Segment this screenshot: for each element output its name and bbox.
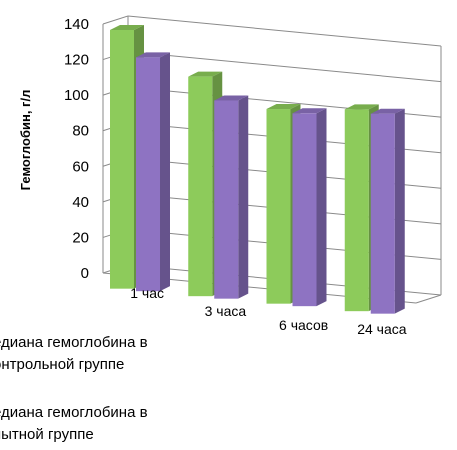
gridline-side — [102, 15, 129, 25]
bar — [188, 76, 213, 297]
bar — [136, 57, 160, 292]
y-tick-label: 120 — [64, 52, 89, 69]
legend-experimental-line1: едиана гемоглобина в — [0, 404, 148, 421]
bar-top — [188, 71, 223, 77]
bar — [344, 109, 369, 312]
gridline — [127, 15, 442, 47]
category-label: 3 часа — [205, 303, 247, 319]
y-tick-label: 100 — [64, 87, 89, 104]
bar-top — [136, 52, 170, 58]
gridline — [127, 51, 442, 83]
category-labels: 1 час 3 часа 6 часов 24 часа — [130, 285, 407, 337]
legend-control-line1: едиана гемоглобина в — [0, 334, 148, 351]
bar — [370, 113, 395, 314]
category-label: 1 час — [130, 285, 164, 301]
bar-side — [160, 52, 170, 292]
bar — [266, 109, 291, 304]
bar-top — [370, 108, 405, 114]
category-label: 24 часа — [357, 321, 407, 337]
bar-side — [394, 108, 405, 314]
bar-top — [344, 104, 379, 110]
y-tick-label: 0 — [81, 265, 89, 282]
y-tick-label: 40 — [72, 194, 89, 211]
bar-top — [214, 95, 249, 101]
y-tick-label: 60 — [72, 158, 89, 175]
bar-side — [316, 108, 327, 307]
y-tick-label: 80 — [72, 123, 89, 140]
bar-top — [110, 25, 144, 31]
bar-top — [266, 104, 301, 110]
y-tick-label: 20 — [72, 229, 89, 246]
y-axis-label: Гемоглобин, г/л — [18, 90, 33, 191]
legend-control-line2: онтрольной группе — [0, 356, 125, 373]
bar-side — [238, 95, 249, 299]
legend-control: едиана гемоглобина в онтрольной группе — [0, 332, 148, 376]
bar — [292, 113, 317, 307]
bar — [214, 100, 239, 299]
bar — [110, 30, 134, 289]
category-label: 6 часов — [279, 317, 328, 333]
floor-right-edge — [415, 294, 442, 304]
legend-experimental-line2: пытной группе — [0, 426, 94, 443]
bars — [110, 25, 405, 314]
bar-top — [292, 108, 327, 114]
legend-experimental: едиана гемоглобина в пытной группе — [0, 402, 148, 446]
y-tick-labels: 0 20 40 60 80 100 120 140 — [64, 16, 89, 282]
y-tick-label: 140 — [64, 16, 89, 33]
